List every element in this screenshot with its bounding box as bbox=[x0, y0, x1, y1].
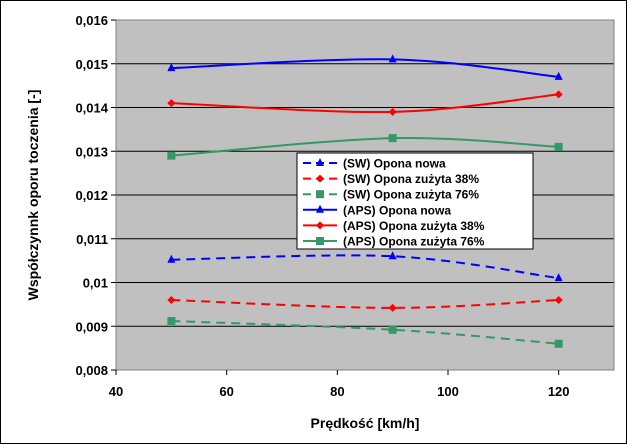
legend-label: (APS) Opona nowa bbox=[343, 203, 451, 217]
legend-item: (SW) Opona nowa bbox=[303, 157, 446, 171]
series-6 bbox=[167, 134, 563, 160]
y-tick-label: 0,015 bbox=[75, 57, 108, 72]
legend-item: (APS) Opona zużyta 38% bbox=[303, 219, 485, 233]
y-tick-label: 0,014 bbox=[75, 101, 108, 116]
series-3 bbox=[167, 317, 563, 348]
y-tick-label: 0,009 bbox=[75, 319, 108, 334]
data-point-marker bbox=[554, 142, 563, 151]
legend-item: (SW) Opona zużyta 38% bbox=[303, 172, 479, 186]
legend-item: (APS) Opona zużyta 76% bbox=[303, 235, 485, 249]
series-layer bbox=[167, 54, 563, 348]
legend-label: (APS) Opona zużyta 38% bbox=[343, 219, 485, 233]
x-tick-label: 60 bbox=[219, 384, 233, 399]
series-2 bbox=[167, 296, 563, 312]
x-tick-label: 40 bbox=[109, 384, 123, 399]
series-1 bbox=[167, 251, 563, 282]
data-point-marker bbox=[167, 317, 176, 325]
data-point-marker bbox=[316, 190, 324, 199]
data-point-marker bbox=[388, 134, 397, 143]
data-point-marker bbox=[316, 158, 324, 166]
series-5 bbox=[167, 90, 563, 116]
data-point-marker bbox=[554, 296, 563, 304]
data-point-marker bbox=[167, 296, 176, 304]
legend-item: (SW) Opona zużyta 76% bbox=[303, 188, 479, 202]
data-point-marker bbox=[316, 221, 324, 230]
x-axis-title: Prędkość [km/h] bbox=[311, 415, 420, 431]
data-point-marker bbox=[554, 339, 563, 348]
series-line bbox=[171, 299, 559, 309]
legend-box bbox=[296, 152, 534, 250]
data-point-marker bbox=[316, 204, 324, 213]
legend-label: (SW) Opona zużyta 38% bbox=[343, 172, 479, 186]
legend-label: (SW) Opona zużyta 76% bbox=[343, 188, 479, 202]
data-point-marker bbox=[316, 237, 324, 245]
data-point-marker bbox=[167, 254, 176, 263]
data-point-marker bbox=[554, 273, 563, 282]
data-point-marker bbox=[388, 54, 397, 63]
y-tick-label: 0,016 bbox=[75, 13, 108, 28]
data-point-marker bbox=[554, 90, 563, 99]
legend-label: (SW) Opona nowa bbox=[343, 157, 446, 171]
data-point-marker bbox=[167, 63, 176, 72]
data-point-marker bbox=[316, 174, 324, 183]
data-point-marker bbox=[388, 303, 397, 312]
y-tick-label: 0,011 bbox=[76, 232, 108, 247]
series-line bbox=[171, 254, 559, 280]
tick-labels: 0,008 0,009 0,01 0,011 0,012 0,013 0,014 0,015 0… bbox=[75, 13, 569, 399]
y-tick-label: 0,008 bbox=[75, 363, 108, 378]
data-point-marker bbox=[167, 151, 176, 160]
series-4 bbox=[167, 54, 563, 80]
y-tick-label: 0,012 bbox=[75, 188, 108, 203]
x-tick-label: 100 bbox=[437, 384, 459, 399]
data-point-marker bbox=[388, 325, 397, 334]
x-tick-label: 80 bbox=[330, 384, 344, 399]
legend-item: (APS) Opona nowa bbox=[303, 203, 451, 217]
y-tick-label: 0,01 bbox=[83, 276, 108, 291]
data-point-marker bbox=[388, 107, 397, 116]
data-point-marker bbox=[388, 251, 397, 260]
data-point-marker bbox=[167, 99, 176, 108]
series-line bbox=[171, 320, 559, 345]
data-point-marker bbox=[554, 71, 563, 80]
x-tick-label: 120 bbox=[548, 384, 570, 399]
legend-label: (APS) Opona zużyta 76% bbox=[343, 235, 485, 249]
legend: (SW) Opona nowa(SW) Opona zużyta 38% (SW)… bbox=[296, 152, 534, 250]
y-tick-label: 0,013 bbox=[75, 144, 108, 159]
y-axis-title: Współczynnk oporu toczenia [-] bbox=[25, 90, 41, 301]
